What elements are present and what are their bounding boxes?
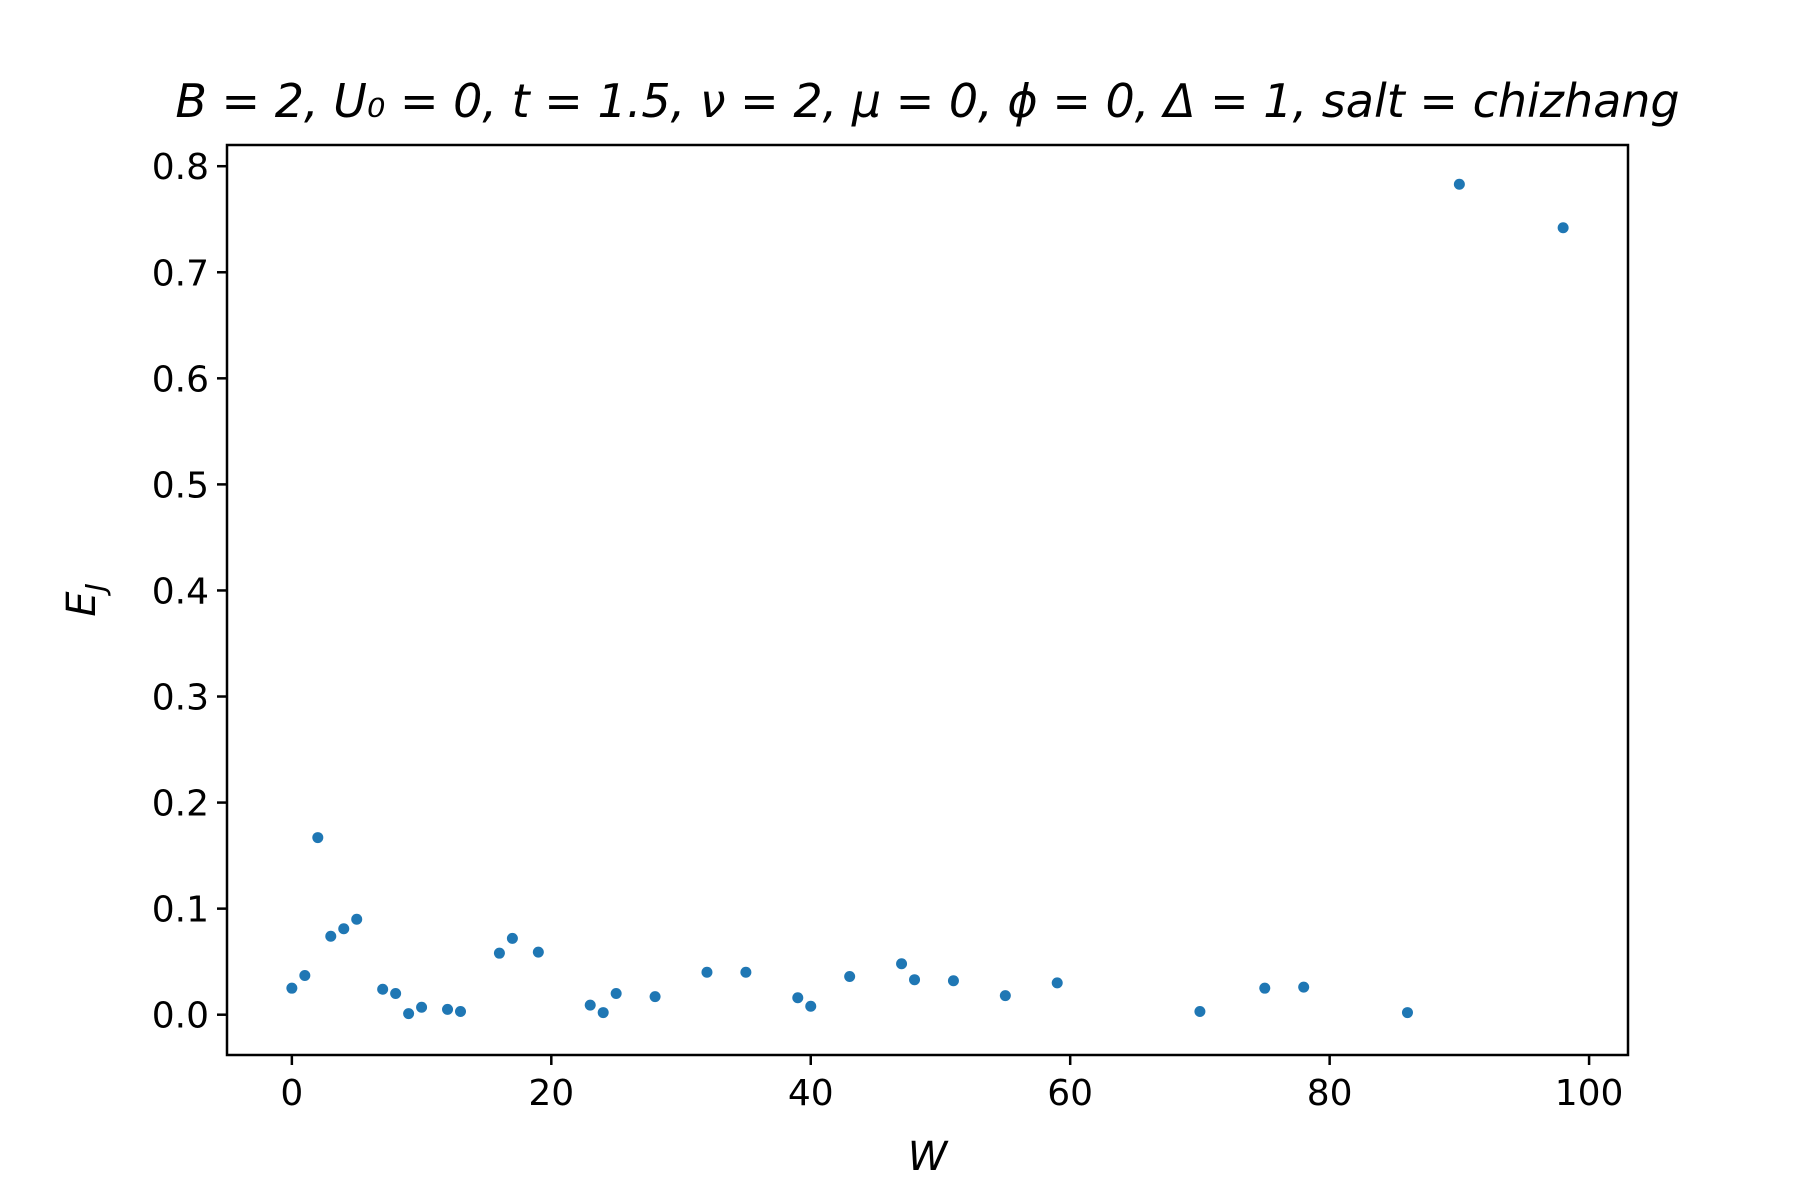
data-point — [493, 947, 505, 959]
chart-title: B = 2, U₀ = 0, t = 1.5, ν = 2, μ = 0, ϕ … — [175, 74, 1679, 128]
data-point — [597, 1007, 609, 1019]
data-point — [506, 932, 518, 944]
data-point — [947, 975, 959, 987]
y-axis-label: EJ — [59, 583, 112, 617]
data-point — [442, 1003, 454, 1015]
data-point — [377, 983, 389, 995]
data-point — [1259, 982, 1271, 994]
data-point — [792, 992, 804, 1004]
y-tick-label: 0.4 — [152, 571, 209, 612]
data-point — [299, 969, 311, 981]
data-point — [403, 1008, 415, 1020]
data-point — [1557, 222, 1569, 234]
data-point — [740, 966, 752, 978]
data-point — [909, 974, 921, 986]
x-axis-label: W — [908, 1134, 949, 1180]
data-point — [610, 987, 622, 999]
y-tick-label: 0.5 — [152, 465, 209, 506]
x-tick-label: 80 — [1307, 1073, 1353, 1114]
data-point — [1453, 178, 1465, 190]
y-tick-label: 0.2 — [152, 784, 209, 825]
y-tick-label: 0.0 — [152, 996, 209, 1037]
x-tick-label: 0 — [280, 1073, 303, 1114]
data-point — [844, 971, 856, 983]
y-tick-label: 0.1 — [152, 890, 209, 931]
plot-frame — [225, 143, 1630, 1057]
y-tick-label: 0.8 — [152, 147, 209, 188]
data-point — [532, 946, 544, 958]
data-point — [1051, 977, 1063, 989]
data-point — [351, 913, 363, 925]
data-point — [1401, 1007, 1413, 1019]
y-tick-label: 0.6 — [152, 359, 209, 400]
data-point — [312, 832, 324, 844]
data-point — [805, 1000, 817, 1012]
data-point — [390, 987, 402, 999]
data-point — [416, 1001, 428, 1013]
data-point — [325, 930, 337, 942]
data-point — [286, 982, 298, 994]
data-point — [455, 1006, 466, 1018]
x-tick-label: 40 — [788, 1073, 834, 1114]
x-tick-label: 20 — [528, 1073, 574, 1114]
x-tick-label: 100 — [1555, 1073, 1624, 1114]
y-tick-label: 0.3 — [152, 678, 209, 719]
data-point — [584, 999, 596, 1011]
x-tick-label: 60 — [1047, 1073, 1093, 1114]
y-tick-label: 0.7 — [152, 253, 209, 294]
data-point — [1298, 981, 1310, 993]
data-point — [1194, 1006, 1206, 1018]
data-point — [649, 991, 661, 1003]
data-point — [999, 990, 1011, 1002]
data-point — [338, 923, 350, 935]
data-point — [701, 966, 713, 978]
data-point — [896, 958, 908, 970]
